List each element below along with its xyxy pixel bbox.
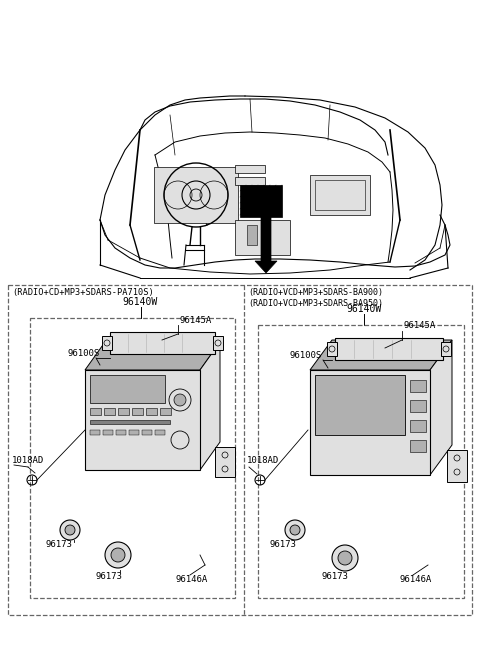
Bar (235, 177, 265, 185)
Text: 96173: 96173 (95, 572, 122, 581)
Text: 96173: 96173 (270, 540, 297, 549)
Text: 1018AD: 1018AD (247, 456, 279, 465)
Bar (8, 285, 472, 615)
Bar (247, 225, 257, 245)
Circle shape (105, 542, 131, 568)
Bar (104, 408, 115, 415)
Bar (30, 318, 235, 598)
Bar (327, 342, 337, 356)
Polygon shape (200, 342, 220, 470)
Circle shape (60, 520, 80, 540)
Text: (RADIO+VCD+MP3+SDARS-BA900): (RADIO+VCD+MP3+SDARS-BA900) (248, 288, 383, 297)
Bar (310, 175, 370, 215)
Bar (132, 408, 143, 415)
Bar (410, 400, 426, 412)
Text: 96100S: 96100S (68, 349, 100, 358)
Bar (335, 338, 443, 360)
Bar (154, 167, 238, 223)
Text: 96100S: 96100S (290, 351, 322, 360)
Bar (155, 430, 165, 435)
Bar (441, 342, 451, 356)
Bar (315, 180, 365, 210)
Bar (146, 408, 157, 415)
Text: 1018AD: 1018AD (12, 456, 44, 465)
Bar (90, 375, 165, 403)
Bar (410, 440, 426, 452)
Bar (410, 380, 426, 392)
Text: 96173: 96173 (45, 540, 72, 549)
Circle shape (169, 389, 191, 411)
Bar (215, 447, 235, 477)
Polygon shape (85, 342, 220, 370)
Bar (103, 430, 113, 435)
Text: (RADIO+VCD+MP3+SDARS-BA950): (RADIO+VCD+MP3+SDARS-BA950) (248, 299, 383, 308)
Bar (142, 430, 152, 435)
Circle shape (190, 189, 202, 201)
Circle shape (332, 545, 358, 571)
Polygon shape (310, 340, 452, 370)
Text: 96145A: 96145A (404, 321, 436, 330)
Circle shape (338, 551, 352, 565)
Bar (235, 220, 290, 255)
Bar (410, 420, 426, 432)
Circle shape (171, 431, 189, 449)
Bar (160, 408, 171, 415)
Text: 96146A: 96146A (400, 575, 432, 584)
Circle shape (111, 548, 125, 562)
Circle shape (65, 525, 75, 535)
Text: (RADIO+CD+MP3+SDARS-PA710S): (RADIO+CD+MP3+SDARS-PA710S) (12, 288, 154, 297)
Bar (310, 370, 430, 475)
Bar (90, 408, 101, 415)
Text: 96140W: 96140W (346, 304, 381, 314)
Bar (240, 185, 282, 217)
Bar (258, 325, 464, 598)
Bar (235, 165, 265, 173)
Bar (90, 420, 170, 424)
Bar (110, 332, 215, 354)
Text: 96146A: 96146A (175, 575, 207, 584)
Text: 96145A: 96145A (180, 316, 212, 325)
Bar (102, 336, 112, 350)
Bar (129, 430, 139, 435)
Bar (85, 370, 200, 470)
Bar (213, 336, 223, 350)
Text: 96140W: 96140W (122, 297, 158, 307)
Bar (447, 450, 467, 482)
Bar (116, 430, 126, 435)
Circle shape (174, 394, 186, 406)
Bar (315, 375, 405, 435)
Text: 96173: 96173 (322, 572, 349, 581)
Polygon shape (430, 340, 452, 475)
Bar (90, 430, 100, 435)
Polygon shape (255, 217, 277, 273)
Circle shape (290, 525, 300, 535)
Circle shape (285, 520, 305, 540)
Bar (118, 408, 129, 415)
